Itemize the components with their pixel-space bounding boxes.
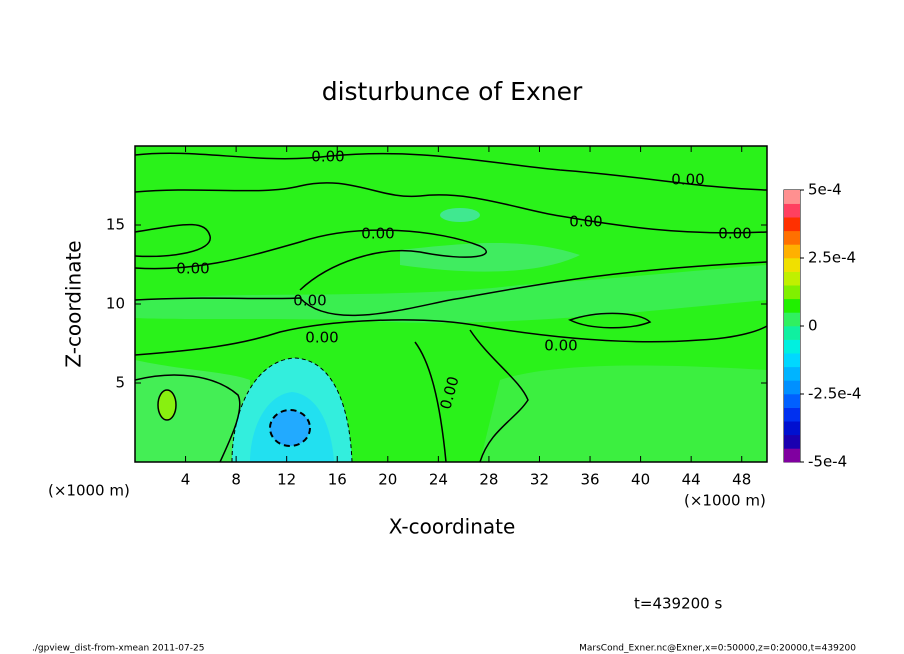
colorbar-swatch	[784, 244, 800, 259]
x-tick-label: 28	[479, 471, 498, 489]
colorbar-swatch	[784, 230, 800, 245]
x-tick-label: 36	[580, 471, 599, 489]
colorbar-swatch	[784, 298, 800, 313]
colorbar-swatch	[784, 190, 800, 204]
colorbar-tick-label: 5e-4	[808, 181, 842, 199]
colorbar-tick-label: 0	[808, 317, 818, 335]
contour-label: 0.00	[176, 260, 209, 278]
x-tick-label: 12	[277, 471, 296, 489]
x-tick-label: 20	[378, 471, 397, 489]
colorbar-swatch	[784, 326, 800, 340]
contour-label: 0.00	[544, 337, 577, 355]
y-tick-label: 10	[106, 295, 125, 313]
footer-left: ./gpview_dist-from-xmean 2011-07-25	[32, 644, 204, 654]
y-tick-label: 15	[106, 216, 125, 234]
x-unit: (×1000 m)	[48, 482, 130, 500]
colorbar-swatch	[784, 380, 800, 395]
contour-label: 0.00	[361, 225, 394, 243]
colorbar-swatch	[784, 285, 800, 300]
x-tick-label: 8	[231, 471, 241, 489]
x-tick-label: 40	[631, 471, 650, 489]
colorbar-tick-label: 2.5e-4	[808, 249, 856, 267]
colorbar-swatch	[784, 203, 800, 218]
colorbar-swatch	[784, 366, 800, 381]
contour-label: 0.00	[569, 213, 602, 231]
chart-title: disturbunce of Exner	[322, 77, 583, 106]
colorbar-swatch	[784, 271, 800, 286]
field	[135, 146, 767, 462]
colorbar-swatch	[784, 421, 800, 436]
x-tick-label: 32	[530, 471, 549, 489]
contour-label: 0.00	[671, 171, 704, 189]
y-axis-label: Z-coordinate	[62, 240, 86, 367]
x-tick-label: 48	[732, 471, 751, 489]
x-unit: (×1000 m)	[684, 492, 766, 510]
colorbar-swatch	[784, 407, 800, 422]
x-tick-label: 4	[181, 471, 191, 489]
colorbar-swatch	[784, 448, 800, 463]
contour-label: 0.00	[311, 148, 344, 166]
colorbar-swatch	[784, 394, 800, 408]
colorbar-swatch	[784, 217, 800, 232]
x-tick-label: 44	[682, 471, 701, 489]
y-tick-label: 5	[115, 374, 125, 392]
x-axis-label: X-coordinate	[389, 515, 516, 539]
contour-label: 0.00	[305, 329, 338, 347]
colorbar-tick-label: -2.5e-4	[808, 385, 861, 403]
x-tick-label: 16	[328, 471, 347, 489]
footer-right: MarsCond_Exner.nc@Exner,x=0:50000,z=0:20…	[579, 644, 856, 654]
contours	[135, 152, 767, 462]
colorbar-swatch	[784, 434, 800, 449]
colorbar-swatch	[784, 353, 800, 368]
colorbar-tick-label: -5e-4	[808, 453, 847, 471]
x-tick-label: 24	[429, 471, 448, 489]
time-label: t=439200 s	[634, 595, 722, 613]
contour-label: 0.00	[718, 225, 751, 243]
colorbar-swatch	[784, 258, 800, 272]
contour-label: 0.00	[293, 292, 326, 310]
colorbar-swatch	[784, 339, 800, 354]
colorbar-swatch	[784, 312, 800, 327]
